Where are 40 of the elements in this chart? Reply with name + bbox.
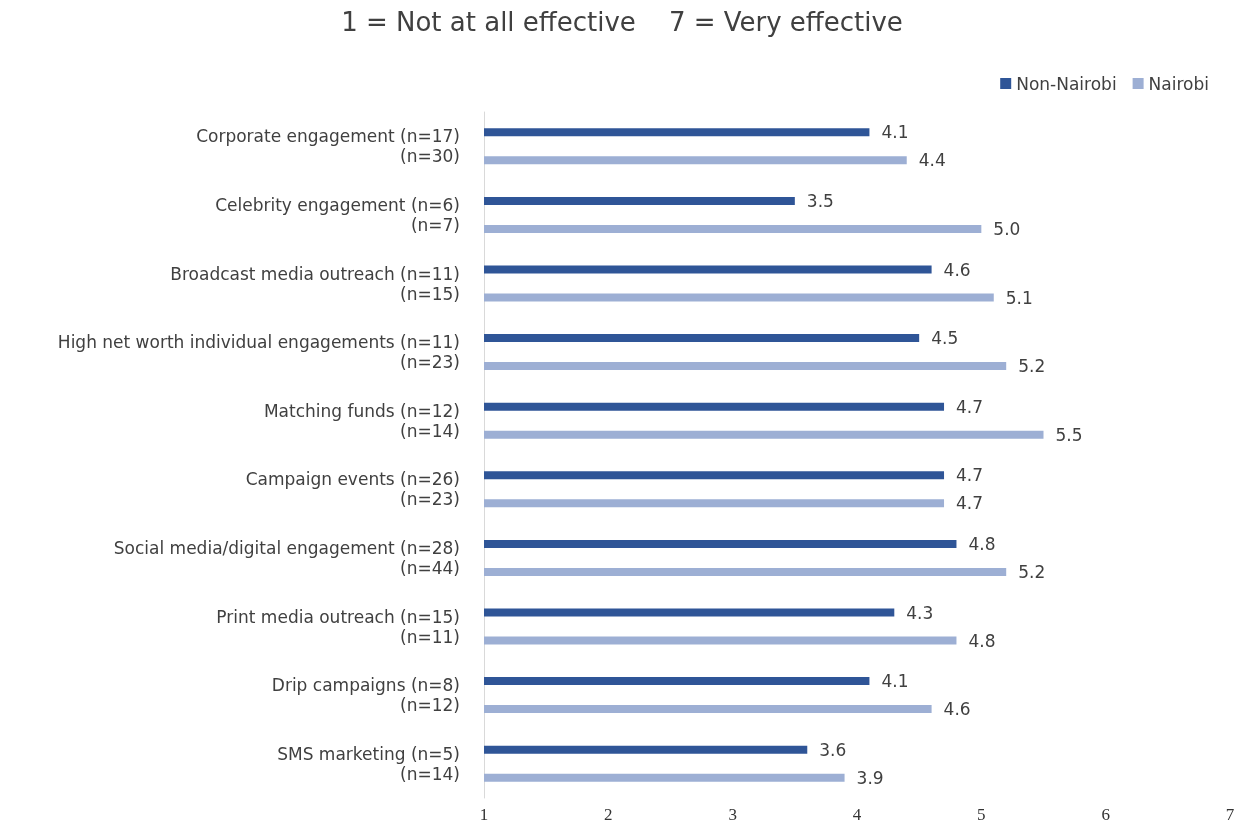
data-label: 4.8 [968,533,996,554]
y-tick-label: Celebrity engagement (n=6) (n=7) [215,194,460,235]
data-label: 3.6 [819,739,847,760]
y-tick-label: Campaign events (n=26) (n=23) [245,469,460,510]
data-label: 4.7 [956,465,984,486]
x-tick-label: 6 [1101,805,1110,824]
chart-title: 1 = Not at all effective 7 = Very effective [341,7,903,37]
y-tick-label: SMS marketing (n=5) (n=14) [277,743,460,784]
data-label: 4.6 [943,699,971,720]
x-tick-label: 4 [852,805,862,824]
x-tick-label: 1 [479,805,489,824]
y-tick-label: Print media outreach (n=15) (n=11) [216,606,460,647]
x-tick-label: 7 [1225,805,1235,824]
data-label: 4.1 [881,122,909,143]
y-tick-label: Matching funds (n=12) (n=14) [263,400,460,441]
data-label: 5.1 [1005,287,1033,308]
x-tick-label: 2 [604,805,613,824]
data-label: 4.1 [881,671,909,692]
data-label: 4.7 [956,396,984,417]
data-label: 5.2 [1018,561,1046,582]
data-label: 4.4 [918,150,946,171]
data-label: 3.5 [806,190,834,211]
data-label: 4.8 [968,630,996,651]
y-tick-label: Broadcast media outreach (n=11) (n=15) [170,263,460,304]
data-label: 5.2 [1018,356,1046,377]
data-label: 3.9 [856,767,884,788]
data-label: 4.6 [943,259,971,280]
legend-label: Nairobi [1148,73,1209,94]
y-tick-label: Social media/digital engagement (n=28) (n=44) [113,537,460,578]
data-label: 4.7 [956,493,984,514]
data-label: 4.5 [931,328,959,349]
y-tick-label: Corporate engagement (n=17) (n=30) [196,126,460,167]
x-tick-label: 5 [977,805,986,824]
data-label: 5.0 [993,218,1021,239]
y-tick-label: Drip campaigns (n=8) (n=12) [271,675,460,716]
data-label: 4.3 [906,602,934,623]
data-label: 5.5 [1055,424,1083,445]
x-tick-label: 3 [728,805,737,824]
legend-label: Non-Nairobi [1016,73,1117,94]
y-tick-label: High net worth individual engagements (n=11) (n=23) [57,332,460,373]
